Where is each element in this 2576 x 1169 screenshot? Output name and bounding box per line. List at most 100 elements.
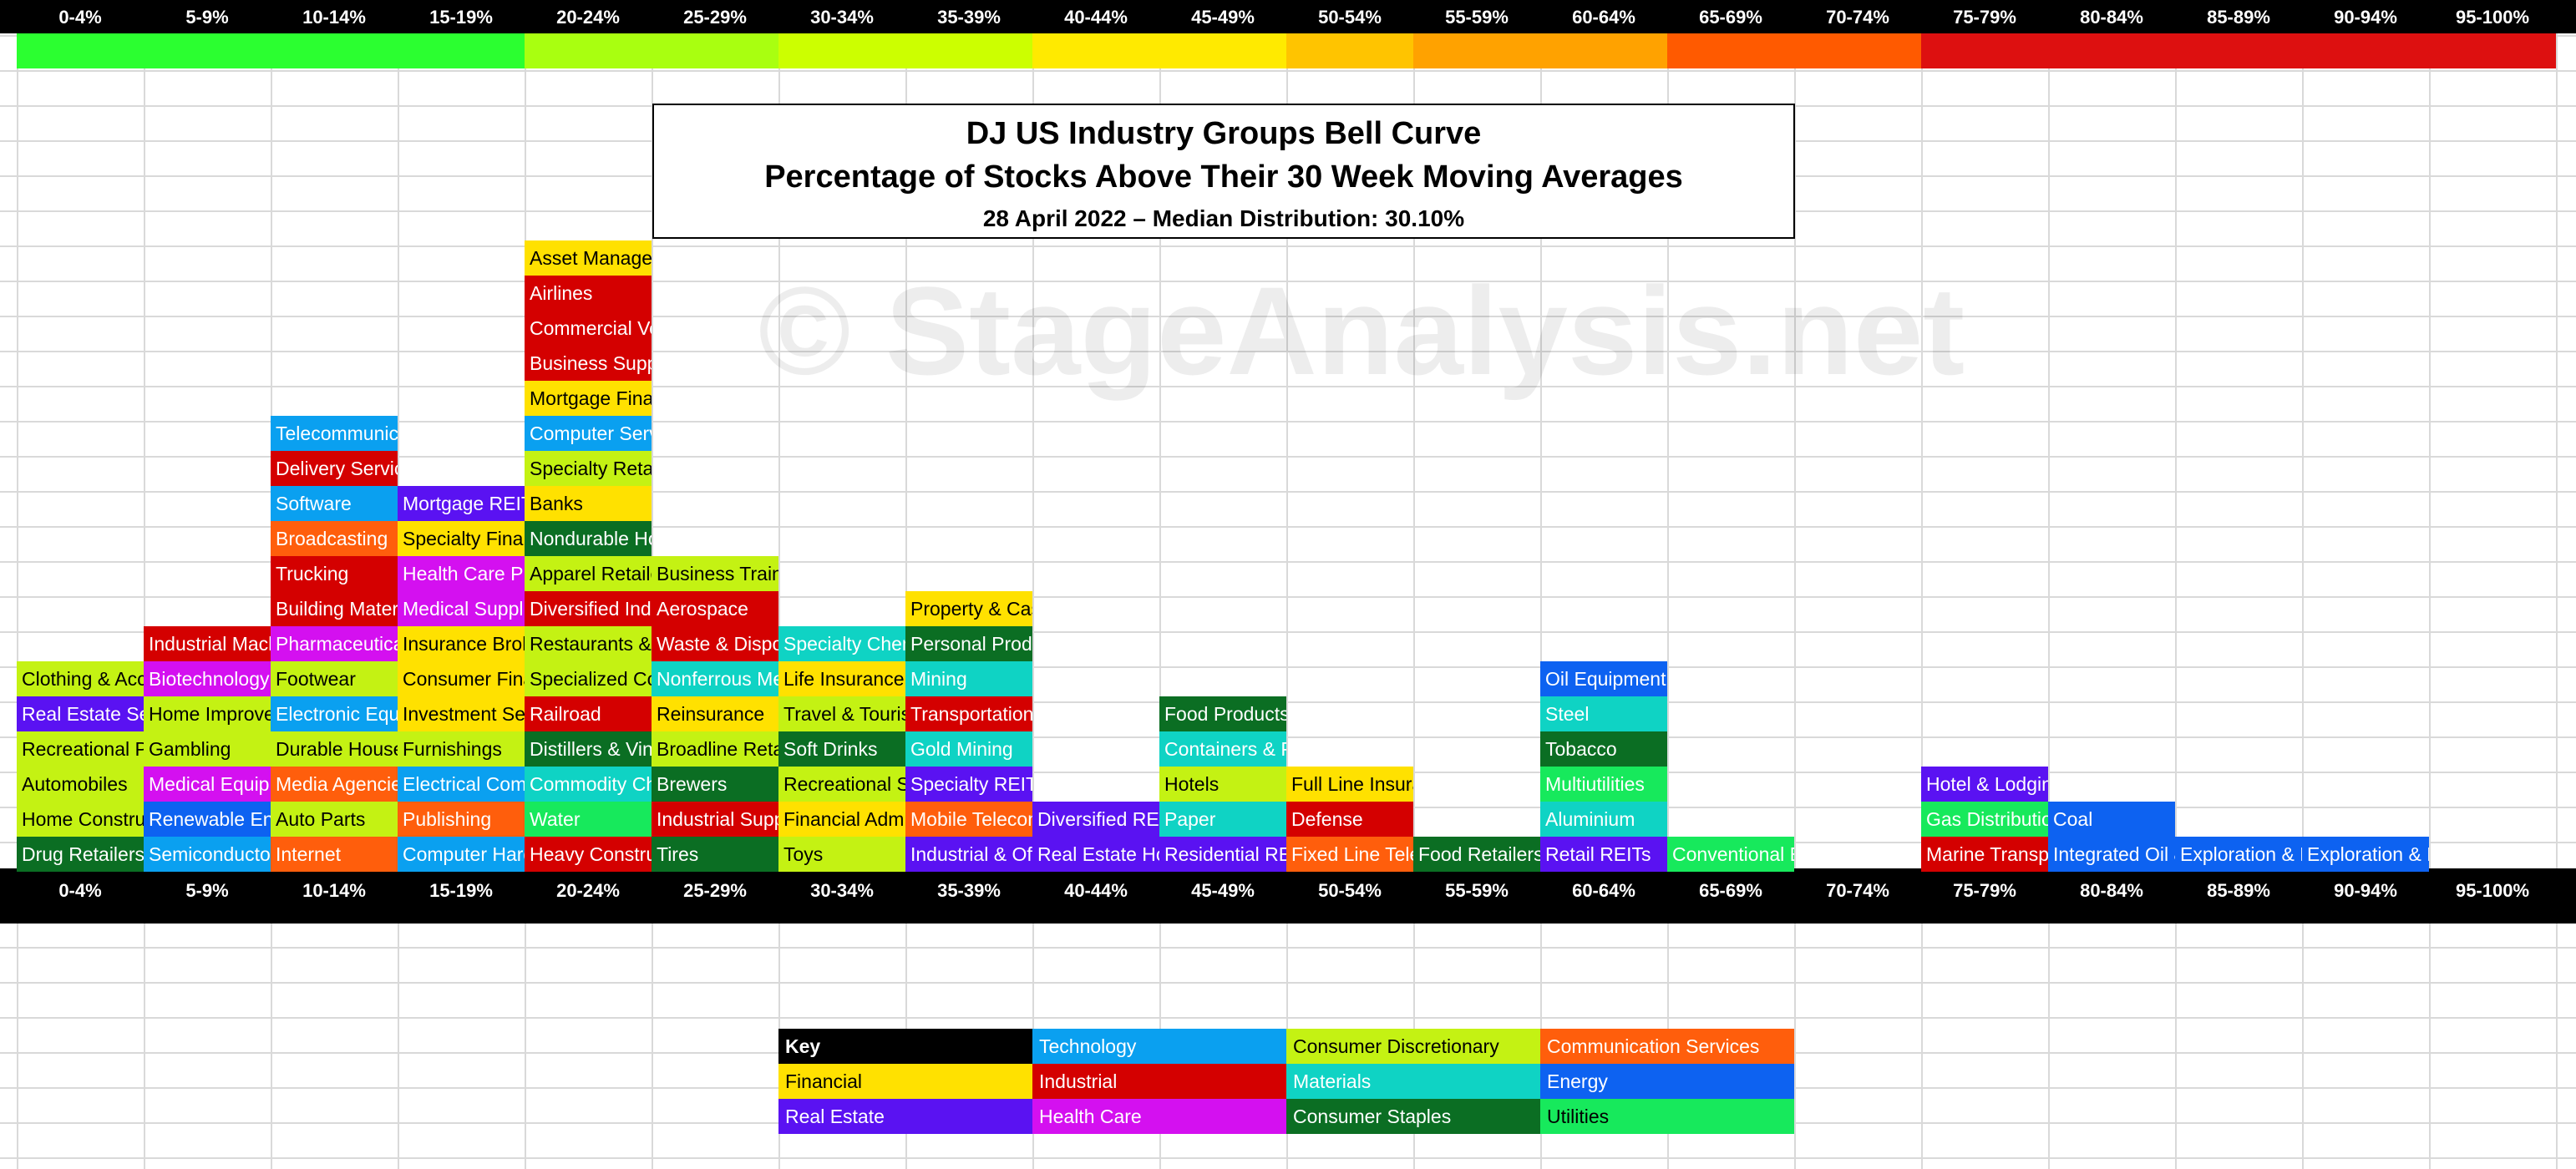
industry-group-cell: Medical Supplies [398, 591, 525, 626]
heat-swatch [1921, 33, 2048, 68]
key-financial: Financial [778, 1064, 1032, 1099]
industry-group-cell: Business Training [652, 556, 778, 591]
industry-group-cell: Telecommunications [271, 416, 398, 451]
industry-group-cell: Biotechnology [144, 661, 271, 696]
chart-title: DJ US Industry Groups Bell Curve [966, 116, 1482, 151]
industry-group-cell: Recreational Services [778, 767, 905, 802]
industry-group-cell: Exploration & Pipelines [2175, 837, 2302, 872]
footer-range-5-9pct: 5-9% [185, 880, 229, 901]
industry-group-cell: Gold Mining [905, 731, 1032, 767]
industry-group-cell: Mortgage REITs [398, 486, 525, 521]
key-utilities: Utilities [1540, 1099, 1794, 1134]
industry-group-cell: Life Insurance [778, 661, 905, 696]
industry-group-cell: Marine Transportation [1921, 837, 2048, 872]
key-industrial: Industrial [1032, 1064, 1286, 1099]
industry-group-cell: Soft Drinks [778, 731, 905, 767]
heat-swatch [1286, 33, 1413, 68]
industry-group-cell: Internet [271, 837, 398, 872]
industry-group-cell: Mobile Telecommunications [905, 802, 1032, 837]
industry-group-cell: Coal [2048, 802, 2175, 837]
industry-group-cell: Gas Distribution [1921, 802, 2048, 837]
header-range-90-94pct: 90-94% [2334, 7, 2397, 28]
header-range-35-39pct: 35-39% [937, 7, 1001, 28]
industry-group-cell: Renewable Energy [144, 802, 271, 837]
industry-group-cell: Mining [905, 661, 1032, 696]
industry-group-cell: Full Line Insurance [1286, 767, 1413, 802]
header-range-45-49pct: 45-49% [1191, 7, 1255, 28]
watermark: © StageAnalysis.net [758, 261, 1965, 401]
heat-swatch [905, 33, 1032, 68]
industry-group-cell: Airlines [525, 276, 652, 311]
industry-group-cell: Consumer Finance [398, 661, 525, 696]
header-range-30-34pct: 30-34% [810, 7, 874, 28]
heat-swatch [144, 33, 271, 68]
industry-group-cell: Transportation Services [905, 696, 1032, 731]
industry-group-cell: Investment Services [398, 696, 525, 731]
industry-group-cell: Mortgage Finance [525, 381, 652, 416]
industry-group-cell: Publishing [398, 802, 525, 837]
heat-swatch [1159, 33, 1286, 68]
footer-range-70-74pct: 70-74% [1826, 880, 1889, 901]
industry-group-cell: Retail REITs [1540, 837, 1667, 872]
industry-group-cell: Automobiles [17, 767, 144, 802]
header-range-55-59pct: 55-59% [1445, 7, 1509, 28]
chart-subtitle: Percentage of Stocks Above Their 30 Week… [764, 159, 1683, 195]
industry-group-cell: Diversified Industrials [525, 591, 652, 626]
industry-group-cell: Auto Parts [271, 802, 398, 837]
industry-group-cell: Home Improvement [144, 696, 271, 731]
industry-group-cell: Electronic Equipment [271, 696, 398, 731]
industry-group-cell: Aerospace [652, 591, 778, 626]
industry-group-cell: Oil Equipment [1540, 661, 1667, 696]
key-energy: Energy [1540, 1064, 1794, 1099]
industry-group-cell: Brewers [652, 767, 778, 802]
industry-group-cell: Broadcasting [271, 521, 398, 556]
industry-group-cell: Insurance Brokers [398, 626, 525, 661]
heat-swatch [271, 33, 398, 68]
heat-swatch [1413, 33, 1540, 68]
industry-group-cell: Health Care Providers [398, 556, 525, 591]
industry-group-cell: Electrical Components [398, 767, 525, 802]
industry-group-cell: Medical Equipment [144, 767, 271, 802]
chart-date-line: 28 April 2022 – Median Distribution: 30.… [982, 205, 1465, 231]
industry-group-cell: Tires [652, 837, 778, 872]
industry-group-cell: Integrated Oil & Gas [2048, 837, 2175, 872]
footer-range-80-84pct: 80-84% [2080, 880, 2143, 901]
footer-range-95-100pct: 95-100% [2455, 880, 2530, 901]
heat-swatch [398, 33, 525, 68]
industry-group-cell: Paper [1159, 802, 1286, 837]
industry-group-cell: Travel & Tourism [778, 696, 905, 731]
key-consumer-staples: Consumer Staples [1286, 1099, 1540, 1134]
industry-group-cell: Steel [1540, 696, 1667, 731]
industry-group-cell: Exploration & Pipelines [2302, 837, 2429, 872]
industry-group-cell: Heavy Construction [525, 837, 652, 872]
industry-group-cell: Banks [525, 486, 652, 521]
industry-group-cell: Reinsurance [652, 696, 778, 731]
industry-group-cell: Personal Products [905, 626, 1032, 661]
key-communication-services: Communication Services [1540, 1029, 1794, 1064]
heat-swatch [1032, 33, 1159, 68]
industry-group-cell: Computer Hardware [398, 837, 525, 872]
header-range-60-64pct: 60-64% [1572, 7, 1635, 28]
heat-swatch [778, 33, 905, 68]
industry-group-cell: Nonferrous Metals [652, 661, 778, 696]
industry-group-cell: Nondurable Household [525, 521, 652, 556]
header-range-25-29pct: 25-29% [683, 7, 747, 28]
heat-swatch [2429, 33, 2556, 68]
header-range-70-74pct: 70-74% [1826, 7, 1889, 28]
key-health-care: Health Care [1032, 1099, 1286, 1134]
footer-range-90-94pct: 90-94% [2334, 880, 2397, 901]
industry-group-cell: Fixed Line Telecommunications [1286, 837, 1413, 872]
industry-group-cell: Computer Services [525, 416, 652, 451]
industry-group-cell: Hotel & Lodging REITs [1921, 767, 2048, 802]
key-key: Key [778, 1029, 1032, 1064]
industry-group-cell: Recreational Products [17, 731, 144, 767]
industry-group-cell: Containers & Packaging [1159, 731, 1286, 767]
industry-group-cell: Real Estate Services [17, 696, 144, 731]
footer-range-25-29pct: 25-29% [683, 880, 747, 901]
industry-group-cell: Furnishings [398, 731, 525, 767]
industry-group-cell: Industrial & Office REITs [905, 837, 1032, 872]
industry-group-cell: Durable Household [271, 731, 398, 767]
key-materials: Materials [1286, 1064, 1540, 1099]
heat-swatch [2302, 33, 2429, 68]
industry-group-cell: Business Support [525, 346, 652, 381]
